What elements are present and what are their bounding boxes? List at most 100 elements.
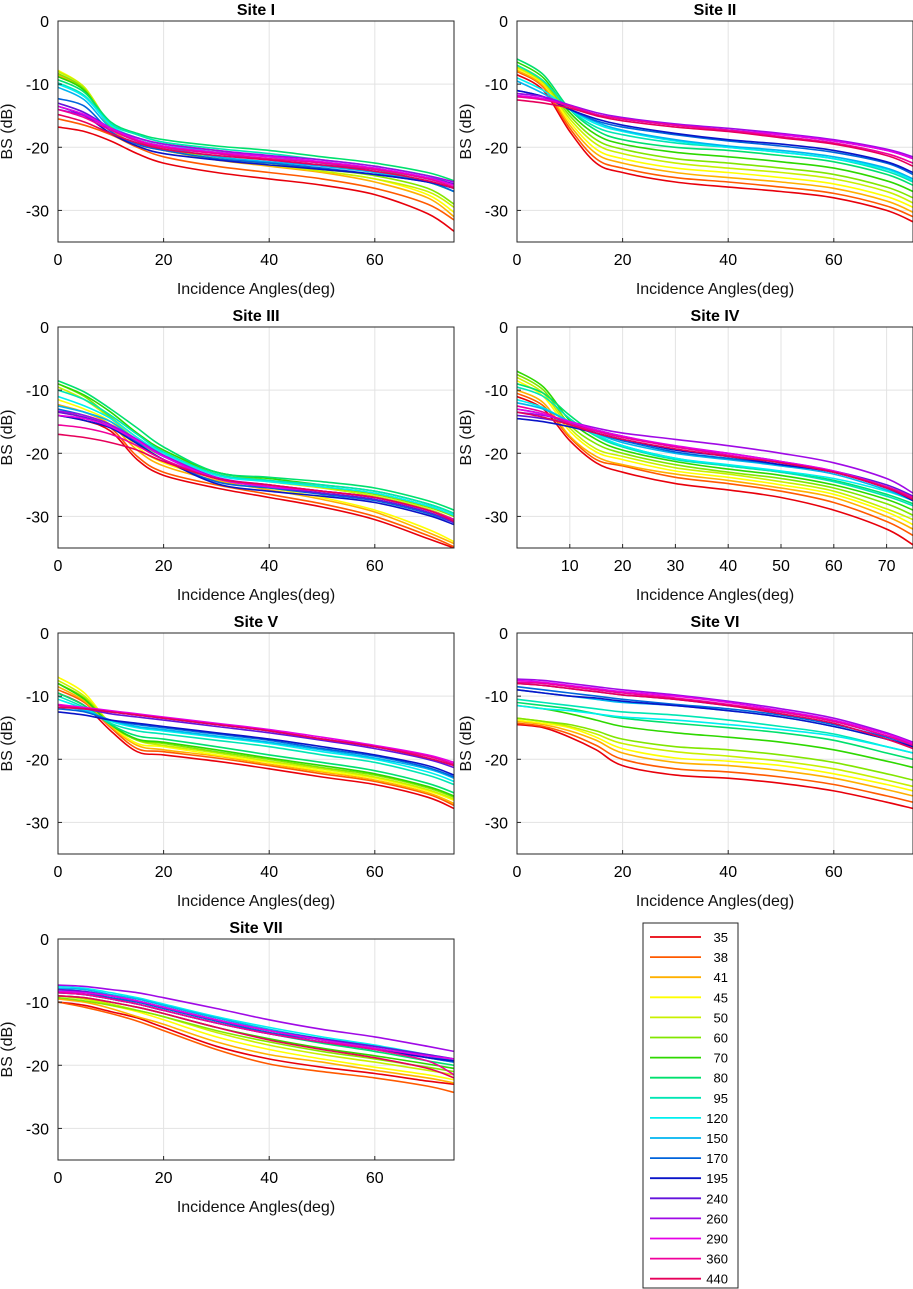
series-line-440 <box>58 113 454 190</box>
x-axis-label: Incidence Angles(deg) <box>177 281 335 298</box>
x-tick-label: 40 <box>719 864 737 881</box>
y-tick-label: -20 <box>485 140 508 157</box>
chart-title: Site VII <box>229 920 282 937</box>
x-tick-label: 20 <box>614 252 632 269</box>
y-tick-label: 0 <box>499 626 508 643</box>
series-line-440 <box>517 682 913 750</box>
y-tick-label: -20 <box>26 1058 49 1075</box>
series-line-240 <box>58 704 454 769</box>
legend-item-80: 80 <box>650 1071 728 1086</box>
x-tick-label: 40 <box>260 558 278 575</box>
y-tick-label: 0 <box>40 320 49 337</box>
series-line-60 <box>517 717 913 781</box>
series-line-440 <box>517 411 913 501</box>
y-axis-label: BS (dB) <box>0 409 16 465</box>
y-axis-label: BS (dB) <box>458 409 475 465</box>
x-axis-label: Incidence Angles(deg) <box>177 1199 335 1216</box>
chart-title: Site III <box>232 308 279 325</box>
legend-item-45: 45 <box>650 990 728 1005</box>
x-tick-label: 70 <box>878 558 896 575</box>
plot-area <box>58 633 454 854</box>
series-group <box>58 676 454 810</box>
y-tick-label: 0 <box>40 14 49 31</box>
series-line-260 <box>517 92 913 158</box>
series-line-80 <box>517 701 913 761</box>
legend-item-150: 150 <box>650 1131 728 1146</box>
series-line-50 <box>58 679 454 800</box>
x-tick-label: 20 <box>155 252 173 269</box>
y-tick-label: 0 <box>499 320 508 337</box>
legend-label: 45 <box>714 990 728 1005</box>
legend-item-240: 240 <box>650 1191 728 1206</box>
axes-box <box>57 938 455 1161</box>
axes-box <box>516 20 913 243</box>
x-tick-label: 60 <box>825 252 843 269</box>
y-tick-label: -30 <box>485 815 508 832</box>
legend-label: 440 <box>706 1272 728 1287</box>
legend-item-35: 35 <box>650 930 728 945</box>
chart-title: Site V <box>234 614 279 631</box>
series-line-360 <box>58 991 454 1076</box>
series-line-360 <box>517 681 913 747</box>
legend: 35 38 41 45 50 60 70 80 95 120 150 170 195 240 260 290 3… <box>642 922 739 1289</box>
series-line-150 <box>58 86 454 193</box>
y-tick-label: -10 <box>485 77 508 94</box>
x-tick-label: 10 <box>561 558 579 575</box>
y-tick-label: -30 <box>26 815 49 832</box>
x-tick-label: 20 <box>155 558 173 575</box>
chart-site-1: 0 20 40 60 0 -10 -20 -30 Site I Incidence Angles(… <box>0 2 455 298</box>
series-line-70 <box>517 704 913 769</box>
legend-item-120: 120 <box>650 1111 728 1126</box>
series-line-290 <box>58 105 454 186</box>
chart-title: Site I <box>237 2 275 19</box>
series-line-38 <box>58 118 454 221</box>
series-line-41 <box>517 69 913 214</box>
y-tick-label: -10 <box>485 689 508 706</box>
y-axis-label: BS (dB) <box>458 715 475 771</box>
y-tick-label: -10 <box>26 383 49 400</box>
legend-label: 360 <box>706 1252 728 1267</box>
x-axis-label: Incidence Angles(deg) <box>636 893 794 910</box>
series-line-120 <box>517 704 913 754</box>
legend-label: 95 <box>714 1091 728 1106</box>
x-tick-label: 0 <box>513 252 522 269</box>
series-line-35 <box>517 395 913 546</box>
y-tick-label: -20 <box>26 446 49 463</box>
series-line-45 <box>517 719 913 792</box>
legend-item-60: 60 <box>650 1031 728 1046</box>
series-line-440 <box>517 99 913 167</box>
legend-item-290: 290 <box>650 1232 728 1247</box>
x-tick-label: 40 <box>719 558 737 575</box>
legend-item-170: 170 <box>650 1151 728 1166</box>
series-group <box>58 379 454 548</box>
legend-label: 170 <box>706 1151 728 1166</box>
legend-label: 240 <box>706 1191 728 1206</box>
legend-item-70: 70 <box>650 1051 728 1066</box>
legend-label: 70 <box>714 1051 728 1066</box>
y-tick-label: -30 <box>485 203 508 220</box>
series-line-35 <box>517 723 913 810</box>
legend-item-195: 195 <box>650 1171 728 1186</box>
legend-item-260: 260 <box>650 1211 728 1226</box>
x-tick-label: 60 <box>366 1170 384 1187</box>
legend-label: 41 <box>714 970 728 985</box>
y-tick-label: -30 <box>485 509 508 526</box>
x-tick-label: 40 <box>260 252 278 269</box>
series-line-195 <box>58 414 454 526</box>
x-tick-label: 40 <box>260 1170 278 1187</box>
x-tick-label: 20 <box>614 558 632 575</box>
chart-site-4: 10 20 30 40 50 60 70 0 -10 -20 -30 Site IV Incidence… <box>458 308 913 604</box>
series-line-195 <box>58 711 454 776</box>
series-line-50 <box>517 66 913 204</box>
legend-box <box>642 922 739 1289</box>
x-tick-label: 0 <box>513 864 522 881</box>
series-line-38 <box>517 722 913 803</box>
series-line-150 <box>517 402 913 502</box>
axes-box <box>57 326 455 549</box>
legend-label: 260 <box>706 1211 728 1226</box>
series-line-440 <box>58 706 454 767</box>
series-group <box>517 678 913 810</box>
plot-area <box>58 21 454 242</box>
x-tick-label: 20 <box>155 1170 173 1187</box>
